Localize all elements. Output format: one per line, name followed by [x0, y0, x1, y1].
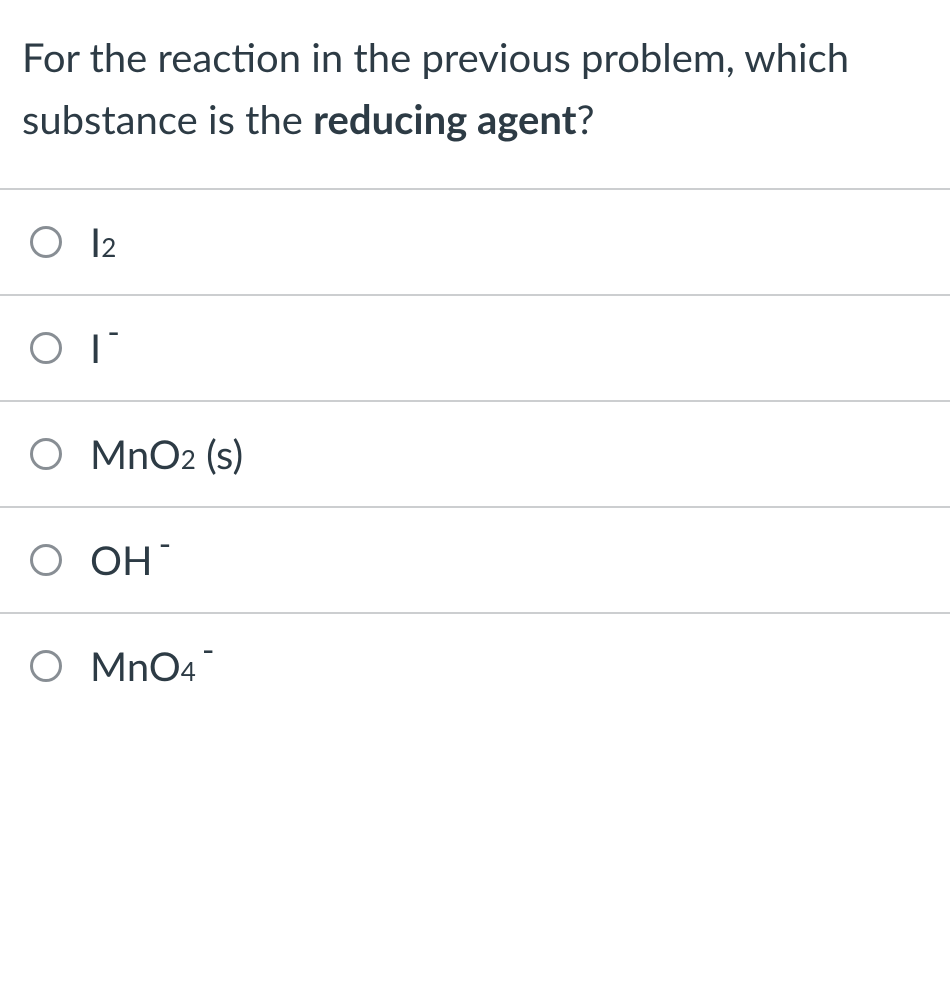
radio-icon[interactable]: [30, 332, 62, 364]
radio-icon[interactable]: [30, 438, 62, 470]
answer-base: OH: [90, 536, 153, 584]
answer-option[interactable]: I2: [0, 190, 950, 296]
answer-option[interactable]: MnO2 (s): [0, 402, 950, 508]
answer-state: [196, 430, 206, 478]
answer-base: I: [90, 218, 101, 266]
answer-base: MnO: [90, 642, 181, 690]
question-suffix: ?: [577, 95, 595, 143]
answer-option[interactable]: MnO4-: [0, 614, 950, 718]
answer-label: OH-: [90, 536, 171, 584]
question-emphasis: reducing agent: [313, 95, 576, 143]
answer-list: I2 I- MnO2 (s) OH- MnO4-: [0, 188, 950, 718]
radio-icon[interactable]: [30, 544, 62, 576]
answer-state-text: (s): [206, 430, 243, 478]
answer-label: I2: [90, 218, 122, 266]
answer-label: I-: [90, 324, 120, 372]
answer-label: MnO2 (s): [90, 430, 249, 478]
answer-option[interactable]: I-: [0, 296, 950, 402]
answer-base: MnO: [90, 430, 181, 478]
answer-super: -: [202, 629, 215, 670]
radio-icon[interactable]: [30, 226, 62, 258]
answer-base: I: [90, 324, 101, 372]
answer-label: MnO4-: [90, 642, 214, 690]
answer-super: -: [107, 311, 120, 352]
question-stem: For the reaction in the previous problem…: [0, 0, 950, 188]
answer-option[interactable]: OH-: [0, 508, 950, 614]
radio-icon[interactable]: [30, 650, 62, 682]
answer-super: -: [159, 523, 172, 564]
